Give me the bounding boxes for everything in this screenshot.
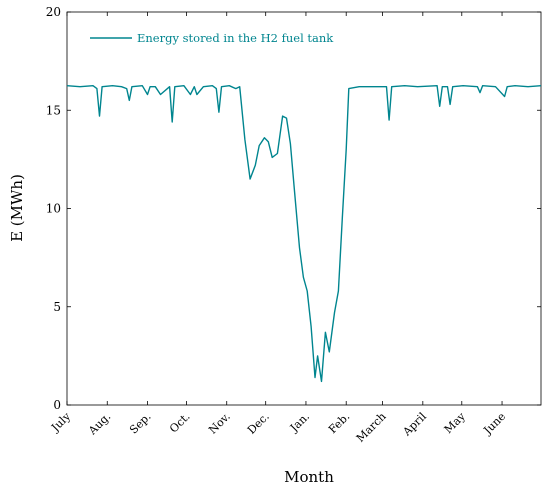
y-tick-label: 10 (46, 202, 61, 216)
x-tick-label: April (400, 410, 430, 440)
y-tick-label: 5 (53, 300, 61, 314)
plot-frame (66, 11, 542, 406)
data-line (66, 85, 542, 383)
x-tick-label: May (442, 409, 469, 436)
x-axis-label: Month (284, 468, 334, 486)
x-tick-label: Sep. (127, 410, 154, 437)
legend-label: Energy stored in the H2 fuel tank (137, 31, 334, 45)
x-tick-label: March (354, 410, 389, 445)
y-axis-label: E (MWh) (8, 174, 26, 242)
x-tick-label: Jan. (287, 410, 312, 435)
x-tick-label: Nov. (206, 410, 233, 437)
y-tick-label: 15 (46, 103, 61, 117)
y-tick-label: 20 (46, 5, 61, 19)
x-tick-label: Aug. (85, 410, 113, 438)
x-tick-label: Dec. (245, 410, 272, 437)
y-tick-label: 0 (53, 398, 61, 412)
x-tick-label: Feb. (326, 410, 352, 436)
x-tick-label: Oct. (167, 410, 193, 436)
x-tick-label: July (48, 409, 73, 434)
x-tick-label: June (481, 410, 509, 438)
